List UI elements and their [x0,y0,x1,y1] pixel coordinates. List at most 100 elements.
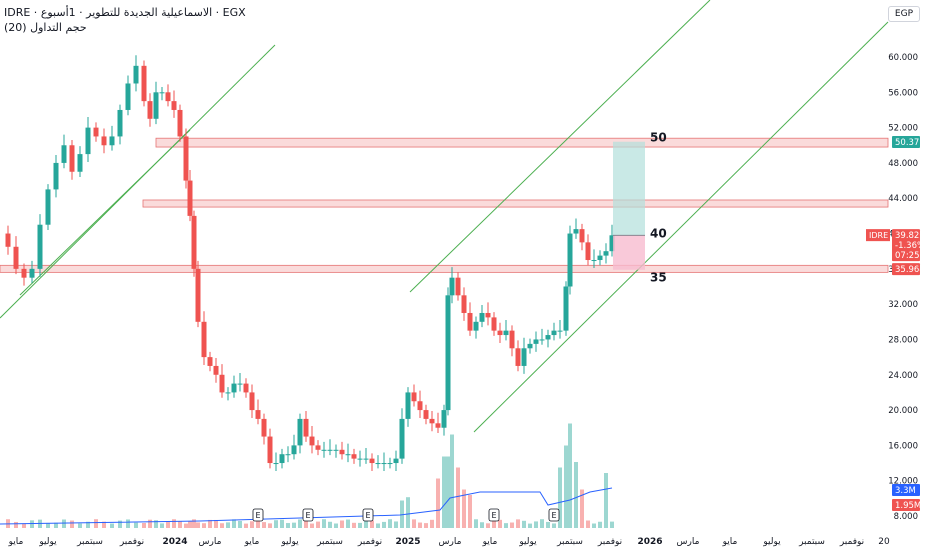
volume-bar [78,523,82,528]
candle-body [357,458,363,460]
volume-bar [492,520,496,528]
time-axis[interactable]: مايو يوليو سبتمبر نوفمبر 2024 مارس مايو يوليو سب… [8,537,890,547]
candle-body [393,458,399,464]
volume-bar [62,519,66,528]
candle-body [21,268,27,278]
time-tick-label: مارس [439,537,462,547]
candle-body [339,449,345,455]
volume-bar [316,521,320,528]
candle-body [213,365,219,375]
volume-bar [298,519,302,528]
candle-body [423,410,429,419]
candle-body [273,463,279,465]
candle-body [381,463,387,465]
price-tick-label: 8.000 [894,512,918,522]
volume-bar [558,467,562,528]
candle-body [441,410,447,428]
price-tick-label: 32.000 [888,300,918,310]
volume-indicator-label[interactable]: حجم التداول (20) [4,21,87,34]
long-position-tool[interactable] [613,141,645,270]
volume-bar [406,497,410,528]
candle-body [503,330,509,336]
earnings-marker-label: E [305,511,310,520]
candle-body [29,268,35,278]
volume-bar [226,522,230,528]
earnings-marker [488,508,500,522]
earnings-marker [252,508,264,522]
volume-bar [568,423,572,528]
volume-bar [486,523,490,528]
candle-body [585,242,591,261]
candle-body [345,454,351,456]
volume-bar [522,520,526,528]
price-tick-label: 52.000 [888,124,918,134]
price-tick-label: 24.000 [888,371,918,381]
symbol-title[interactable]: IDRE · الاسماعيلية الجديدة للتطوير · 1أس… [4,6,246,19]
volume-bar [394,521,398,528]
trend-line-3 [19,129,191,296]
price-tick-label: 20.000 [888,406,918,416]
candle-body [125,83,131,110]
candle-body [37,224,43,269]
candle-body [261,418,267,437]
time-tick-label: سبتمبر [556,537,583,547]
volume-bar [418,522,422,528]
candle-body [13,246,19,269]
volume-bar [450,434,454,528]
candle-body [267,436,273,464]
candle-body [231,383,237,393]
badge-50 [892,135,920,148]
time-tick-label: مارس [677,537,700,547]
volume-bar [292,522,296,528]
volume-bar [126,519,130,528]
candle-body [369,458,375,464]
trend-line-1 [409,0,711,293]
volume-bar [498,519,502,528]
volume-bar [134,522,138,528]
annotation-35: 35 [650,271,667,285]
volume-bar [424,523,428,528]
volume-bar [580,489,584,528]
symbol-badge-text: IDRE [869,231,888,240]
volume-bar [552,523,556,528]
candle-body [573,229,579,234]
candle-body [515,348,521,366]
volume-bar [322,519,326,528]
volume-bar [446,456,450,528]
candle-body [5,233,11,247]
candle-body [309,436,315,446]
price-axis[interactable]: 8.000 12.000 16.000 20.000 24.000 28.000 32.00… [888,53,918,522]
badge-35 [892,263,920,276]
volume-bar [610,521,614,528]
candle-body [117,109,123,137]
volume-bar [286,523,290,528]
time-tick-label: سبتمبر [316,537,343,547]
candle-body [77,154,83,172]
candle-body [225,392,231,394]
volume-bar [340,520,344,528]
currency-button[interactable]: EGP [887,6,920,22]
volume-bar [364,519,368,528]
volume-bar [220,523,224,528]
volume-bar [250,521,254,528]
candle-body [509,330,515,349]
volume-bar [110,523,114,528]
volume-bar [244,523,248,528]
volume-bar [14,521,18,528]
annotation-50: 50 [650,130,667,144]
candle-body [291,445,297,455]
volume-bar [598,521,602,528]
earnings-marker [302,508,314,522]
zone-0 [155,137,889,148]
candle-body [279,454,285,464]
badge-35-text: 35.964 [895,265,925,275]
candle-body [557,330,563,332]
volume-bar [102,521,106,528]
candle-body [363,458,369,460]
candle-body [69,145,75,172]
volume-bar [166,522,170,528]
volume-bar [436,478,440,528]
time-tick-label: مايو [244,537,260,547]
candle-body [177,109,183,137]
